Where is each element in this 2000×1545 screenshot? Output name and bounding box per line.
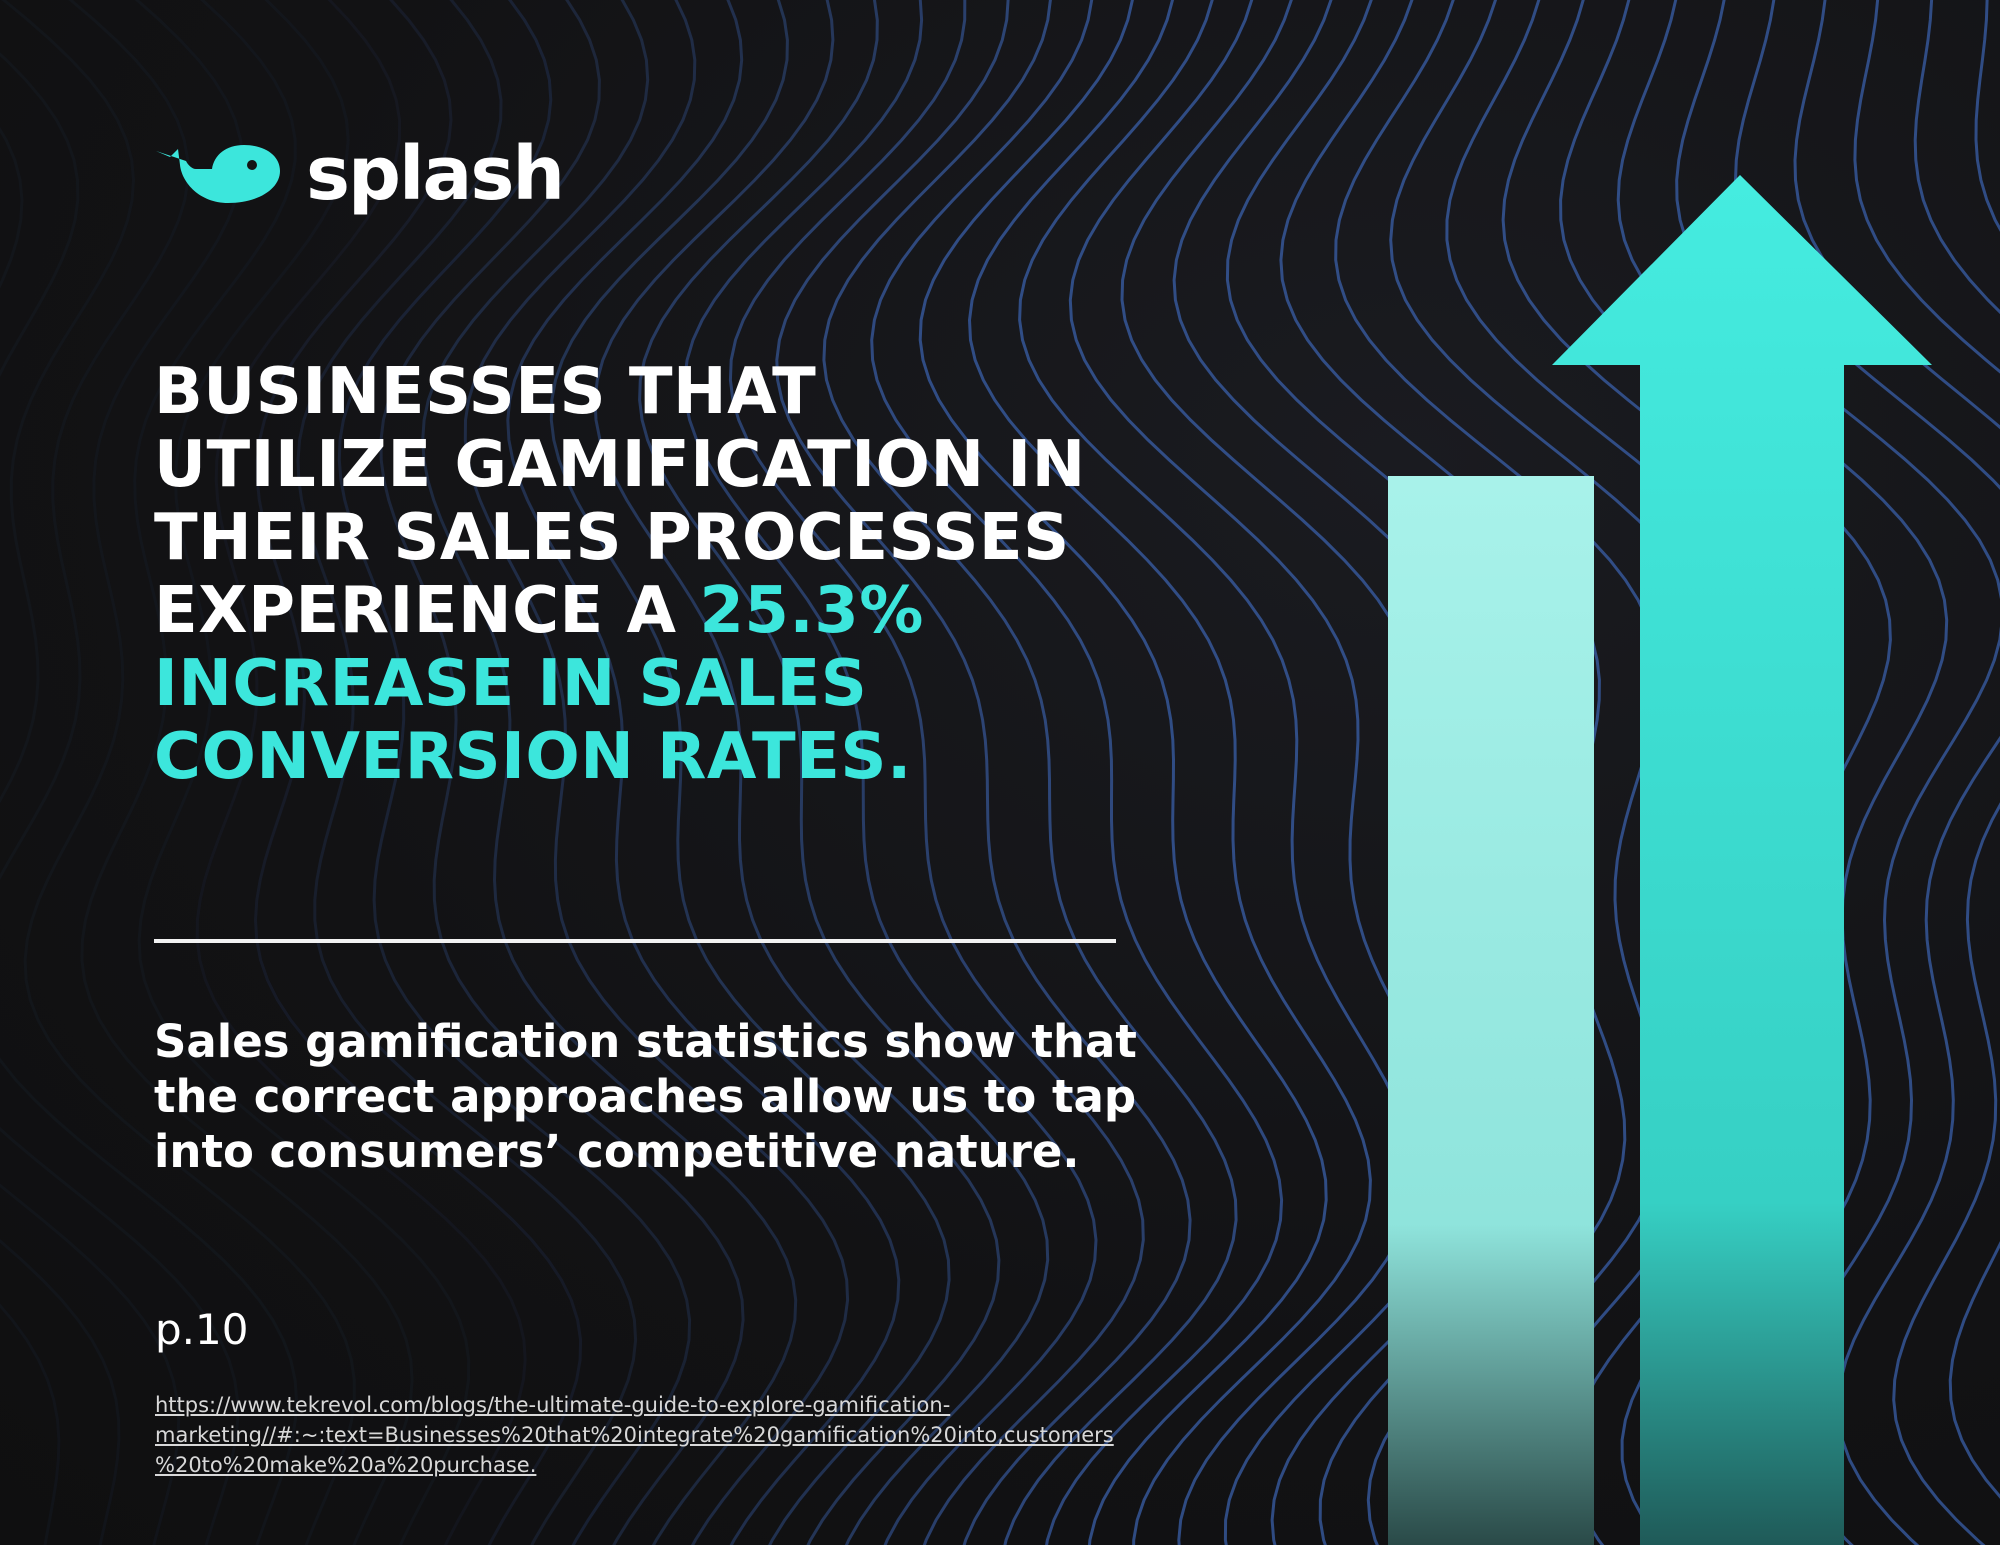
source-link-line-2[interactable]: marketing//#:~:text=Businesses%20that%20… (155, 1423, 1114, 1447)
short-bar (1388, 476, 1594, 1545)
wave-line (549, 0, 951, 1545)
body-line-1: Sales gamification statistics show that (154, 1015, 1137, 1068)
whale-icon (156, 145, 280, 203)
wave-line (0, 52, 181, 1545)
wave-line (23, 0, 356, 1545)
wave-line (463, 0, 850, 1545)
wave-line (593, 0, 1001, 1545)
splash-logo: splash (152, 131, 565, 218)
headline-line-4: EXPERIENCE A 25.3% (154, 574, 924, 648)
page-number: p.10 (155, 1305, 249, 1354)
wave-line (918, 0, 1328, 1545)
wave-line (337, 0, 692, 1545)
wave-line (1793, 0, 2000, 1545)
body-text: Sales gamification statistics show that … (154, 1014, 1137, 1179)
headline-line-2: UTILIZE GAMIFICATION IN (154, 428, 1086, 502)
headline-line-1: BUSINESSES THAT (154, 355, 817, 429)
wave-line (0, 0, 240, 1545)
arrow-up-icon (1552, 175, 1932, 1545)
wave-line (638, 0, 1050, 1545)
wave-line (0, 126, 121, 1545)
wave-line (822, 0, 1238, 1545)
wave-line (195, 0, 527, 1545)
wave-line (379, 0, 745, 1545)
wave-line (1974, 0, 2000, 232)
wave-line (967, 0, 1372, 1545)
body-line-2: the correct approaches allow us to tap (154, 1070, 1137, 1123)
wave-line (506, 0, 901, 1545)
divider (154, 939, 1116, 943)
headline-line-3: THEIR SALES PROCESSES (154, 501, 1070, 575)
wave-line (775, 0, 1192, 1545)
wave-line (296, 0, 638, 1545)
wave-line (421, 0, 798, 1545)
source-link-line-1[interactable]: https://www.tekrevol.com/blogs/the-ultim… (155, 1393, 951, 1417)
wave-line (683, 0, 1098, 1545)
headline-line-5: INCREASE IN SALES (154, 647, 868, 721)
wave-line (253, 0, 583, 1545)
headline-line-6: CONVERSION RATES. (154, 720, 912, 794)
wave-line (1853, 0, 2000, 1499)
headline-stat: 25.3% (699, 574, 924, 648)
brand-name: splash (306, 131, 565, 217)
wave-line (870, 0, 1284, 1545)
wave-line (80, 0, 414, 1545)
headline: BUSINESSES THAT UTILIZE GAMIFICATION IN … (154, 356, 1254, 794)
wave-line (137, 0, 471, 1545)
wave-line (1018, 0, 1416, 1545)
growth-arrow-graphic (1388, 175, 1932, 1545)
body-line-3: into consumers’ competitive nature. (154, 1125, 1080, 1178)
wave-line (728, 0, 1145, 1545)
source-link-line-3[interactable]: %20to%20make%20a%20purchase. (155, 1453, 537, 1477)
wave-line (0, 1303, 61, 1545)
source-link[interactable]: https://www.tekrevol.com/blogs/the-ultim… (155, 1390, 1135, 1480)
wave-line (0, 0, 299, 1545)
wave-line (1913, 0, 2000, 315)
